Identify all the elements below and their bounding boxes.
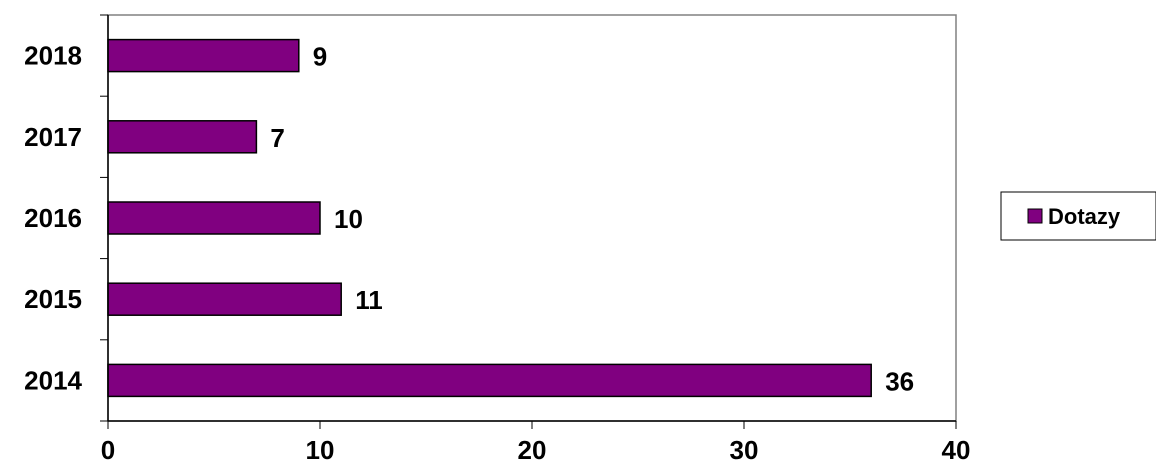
y-tick-label: 2016: [24, 203, 82, 233]
y-tick-label: 2014: [24, 365, 82, 395]
bar: [107, 363, 872, 398]
bar: [107, 282, 342, 316]
x-tick-label: 20: [518, 435, 547, 465]
x-tick-label: 10: [306, 435, 335, 465]
data-label: 9: [313, 42, 327, 72]
bar: [107, 201, 321, 235]
x-tick-label: 30: [730, 435, 759, 465]
axes-layer: [100, 14, 957, 429]
data-label: 10: [334, 204, 363, 234]
y-tick-label: 2015: [24, 284, 82, 314]
y-tick-label: 2018: [24, 41, 82, 71]
bar: [107, 38, 300, 73]
data-label: 36: [885, 366, 914, 396]
legend: Dotazy: [1000, 191, 1156, 241]
legend-label: Dotazy: [1048, 204, 1121, 229]
data-label: 7: [270, 123, 284, 153]
x-tick-label: 0: [101, 435, 115, 465]
bar: [107, 120, 258, 154]
bars-layer: [107, 38, 872, 398]
labels-layer: 0 10 20 30 40 2014 36 2015 11 2016 10 2017 7 2018 9: [24, 41, 970, 465]
y-tick-label: 2017: [24, 122, 82, 152]
x-tick-label: 40: [942, 435, 971, 465]
legend-box: [1000, 191, 1156, 241]
data-label: 11: [355, 285, 383, 315]
legend-swatch: [1027, 208, 1043, 224]
